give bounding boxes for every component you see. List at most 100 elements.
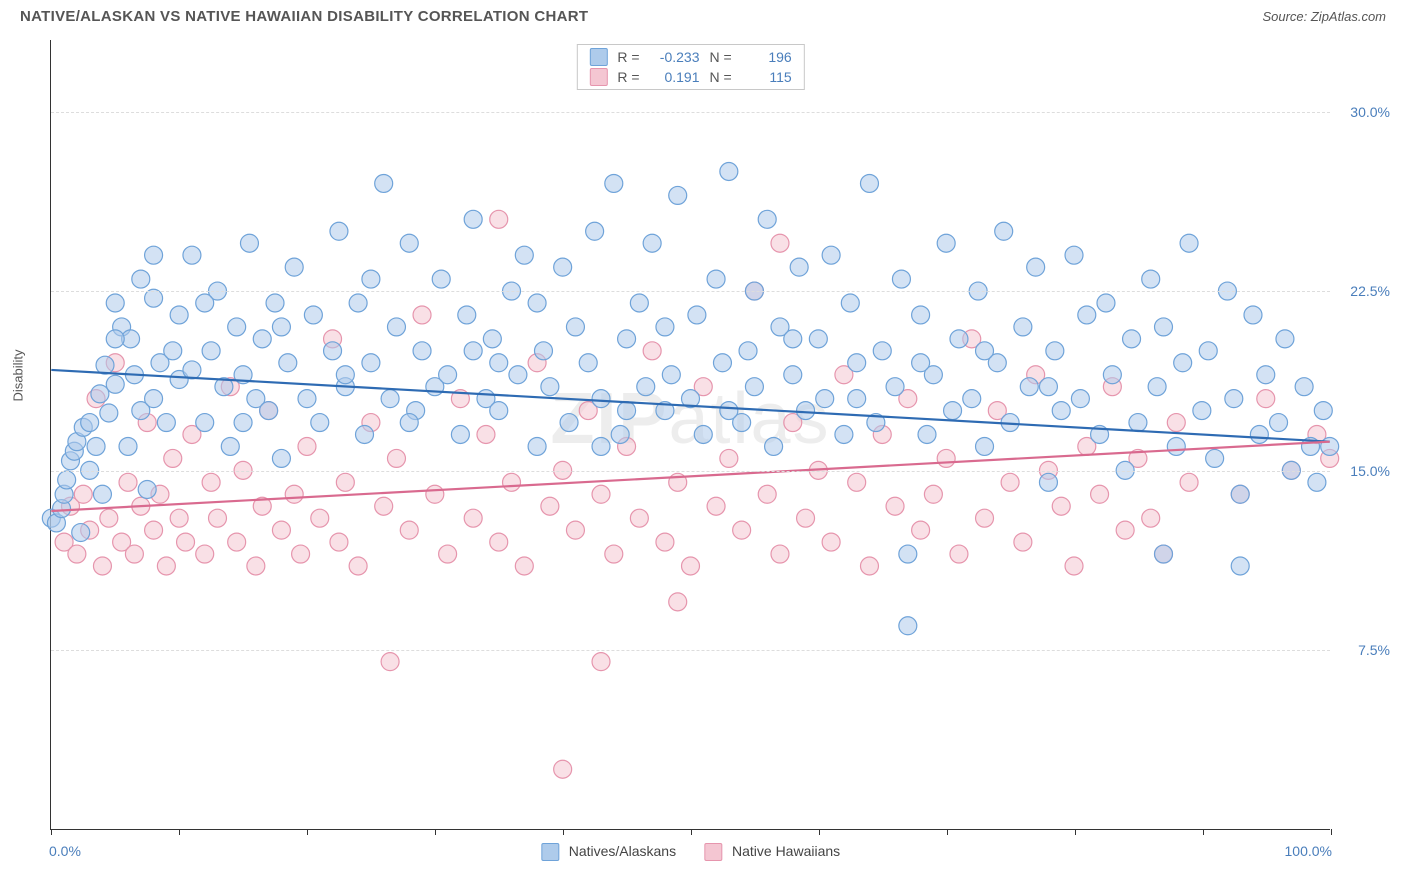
grid-line xyxy=(51,650,1330,651)
scatter-point xyxy=(682,557,700,575)
scatter-point xyxy=(324,342,342,360)
scatter-point xyxy=(912,521,930,539)
scatter-point xyxy=(566,318,584,336)
scatter-point xyxy=(1250,426,1268,444)
scatter-point xyxy=(1014,533,1032,551)
scatter-point xyxy=(560,414,578,432)
y-tick-label: 15.0% xyxy=(1350,463,1390,479)
scatter-point xyxy=(848,473,866,491)
scatter-point xyxy=(177,533,195,551)
scatter-point xyxy=(618,402,636,420)
scatter-point xyxy=(912,354,930,372)
scatter-point xyxy=(976,342,994,360)
scatter-point xyxy=(247,557,265,575)
scatter-point xyxy=(1065,246,1083,264)
y-tick-label: 7.5% xyxy=(1358,642,1390,658)
scatter-point xyxy=(1155,318,1173,336)
scatter-point xyxy=(720,449,738,467)
scatter-point xyxy=(630,509,648,527)
scatter-point xyxy=(739,342,757,360)
scatter-point xyxy=(464,210,482,228)
scatter-point xyxy=(630,294,648,312)
scatter-point xyxy=(873,342,891,360)
scatter-point xyxy=(451,426,469,444)
scatter-point xyxy=(1308,473,1326,491)
scatter-point xyxy=(720,163,738,181)
scatter-point xyxy=(592,390,610,408)
scatter-point xyxy=(292,545,310,563)
scatter-point xyxy=(860,174,878,192)
scatter-point xyxy=(643,234,661,252)
scatter-point xyxy=(669,593,687,611)
scatter-point xyxy=(1103,366,1121,384)
scatter-point xyxy=(797,509,815,527)
scatter-point xyxy=(279,354,297,372)
scatter-point xyxy=(413,342,431,360)
scatter-point xyxy=(790,258,808,276)
scatter-point xyxy=(924,485,942,503)
scatter-point xyxy=(330,533,348,551)
scatter-point xyxy=(234,414,252,432)
scatter-point xyxy=(477,426,495,444)
scatter-point xyxy=(1225,390,1243,408)
scatter-point xyxy=(688,306,706,324)
scatter-point xyxy=(145,390,163,408)
scatter-point xyxy=(758,485,776,503)
scatter-point xyxy=(381,390,399,408)
scatter-point xyxy=(253,330,271,348)
scatter-point xyxy=(586,222,604,240)
scatter-point xyxy=(541,497,559,515)
scatter-point xyxy=(1148,378,1166,396)
scatter-point xyxy=(68,545,86,563)
scatter-point xyxy=(349,294,367,312)
scatter-point xyxy=(1257,366,1275,384)
scatter-point xyxy=(1199,342,1217,360)
scatter-point xyxy=(93,485,111,503)
scatter-point xyxy=(771,545,789,563)
x-tick xyxy=(307,829,308,835)
scatter-point xyxy=(311,414,329,432)
scatter-point xyxy=(400,414,418,432)
x-tick xyxy=(563,829,564,835)
scatter-point xyxy=(100,404,118,422)
scatter-point xyxy=(272,318,290,336)
scatter-point xyxy=(81,414,99,432)
scatter-point xyxy=(106,294,124,312)
scatter-point xyxy=(1142,270,1160,288)
scatter-point xyxy=(125,545,143,563)
scatter-point xyxy=(145,521,163,539)
scatter-point xyxy=(886,497,904,515)
scatter-point xyxy=(637,378,655,396)
scatter-point xyxy=(1174,354,1192,372)
scatter-point xyxy=(138,481,156,499)
scatter-point xyxy=(464,342,482,360)
scatter-point xyxy=(72,524,90,542)
scatter-point xyxy=(464,509,482,527)
scatter-point xyxy=(1314,402,1332,420)
y-tick-label: 22.5% xyxy=(1350,283,1390,299)
scatter-point xyxy=(298,390,316,408)
scatter-point xyxy=(899,617,917,635)
scatter-point xyxy=(106,375,124,393)
scatter-point xyxy=(950,330,968,348)
scatter-point xyxy=(528,294,546,312)
scatter-point xyxy=(387,318,405,336)
scatter-point xyxy=(1071,390,1089,408)
scatter-point xyxy=(784,366,802,384)
scatter-point xyxy=(272,449,290,467)
scatter-point xyxy=(1167,414,1185,432)
scatter-point xyxy=(797,402,815,420)
scatter-point xyxy=(579,354,597,372)
scatter-point xyxy=(848,354,866,372)
scatter-point xyxy=(1097,294,1115,312)
scatter-point xyxy=(1116,521,1134,539)
scatter-point xyxy=(1014,318,1032,336)
scatter-point xyxy=(202,342,220,360)
source-label: Source: ZipAtlas.com xyxy=(1262,9,1386,24)
scatter-point xyxy=(1180,234,1198,252)
scatter-point xyxy=(848,390,866,408)
scatter-point xyxy=(1020,378,1038,396)
scatter-point xyxy=(58,471,76,489)
scatter-point xyxy=(1244,306,1262,324)
scatter-point xyxy=(1270,414,1288,432)
